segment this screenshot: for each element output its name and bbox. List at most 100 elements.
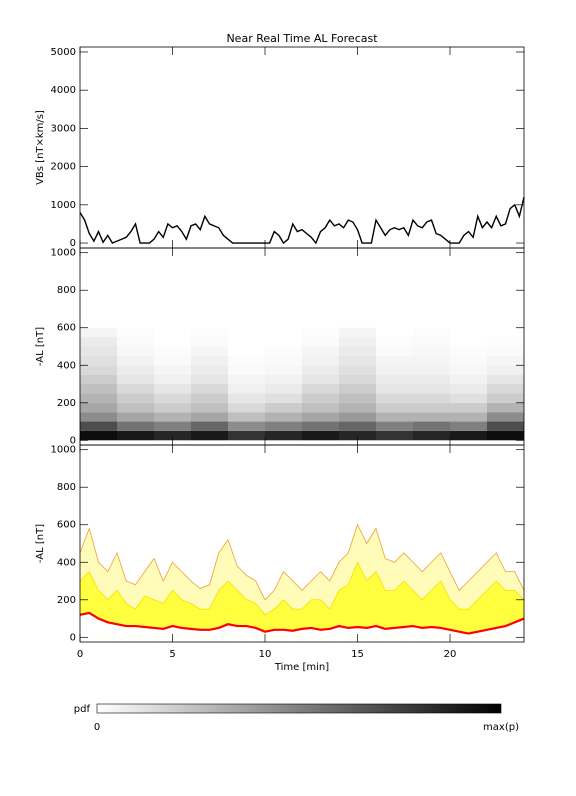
chart-title: Near Real Time AL Forecast bbox=[226, 32, 378, 45]
pdf-cell bbox=[487, 337, 524, 347]
pdf-cell bbox=[228, 337, 265, 347]
pdf-cell bbox=[117, 430, 154, 441]
pdf-cell bbox=[302, 412, 339, 422]
pdf-cell bbox=[376, 374, 413, 385]
pdf-cell bbox=[191, 327, 228, 338]
pdf-cell bbox=[413, 430, 450, 441]
pdf-cell bbox=[265, 393, 302, 403]
pdf-cell bbox=[228, 393, 265, 403]
pdf-cell bbox=[450, 412, 487, 422]
y-tick-label: 2000 bbox=[51, 162, 76, 173]
pdf-cell bbox=[450, 384, 487, 394]
pdf-cell bbox=[228, 384, 265, 394]
pdf-cell bbox=[339, 421, 376, 431]
pdf-cell bbox=[487, 327, 524, 338]
pdf-cell bbox=[228, 365, 265, 375]
pdf-cell bbox=[265, 374, 302, 385]
pdf-cell bbox=[154, 355, 191, 366]
y-tick-label: 5000 bbox=[51, 47, 76, 58]
pdf-cell bbox=[413, 355, 450, 366]
pdf-cell bbox=[117, 327, 154, 338]
pdf-cell bbox=[413, 402, 450, 413]
y-tick-label: 600 bbox=[57, 323, 76, 334]
plot-frame bbox=[79, 444, 525, 643]
band-area bbox=[80, 562, 524, 638]
pdf-cell bbox=[376, 384, 413, 394]
y-tick-label: 1000 bbox=[51, 248, 76, 259]
colorbar-max: max(p) bbox=[483, 722, 519, 733]
pdf-cell bbox=[487, 384, 524, 394]
x-tick-label: 15 bbox=[351, 649, 364, 660]
pdf-cell bbox=[228, 402, 265, 413]
pdf-cell bbox=[191, 337, 228, 347]
pdf-cell bbox=[413, 412, 450, 422]
pdf-cell bbox=[80, 393, 117, 403]
pdf-cell bbox=[487, 355, 524, 366]
pdf-cell bbox=[265, 430, 302, 441]
pdf-cell bbox=[117, 355, 154, 366]
band-line bbox=[79, 523, 525, 601]
pdf-cell bbox=[154, 412, 191, 422]
pdf-cell bbox=[117, 384, 154, 394]
pdf-cell bbox=[376, 337, 413, 347]
colorbar-label: pdf bbox=[74, 704, 91, 715]
pdf-cell bbox=[376, 393, 413, 403]
pdf-cell bbox=[302, 421, 339, 431]
pdf-cell bbox=[487, 346, 524, 356]
pdf-cell bbox=[228, 374, 265, 385]
pdf-cell bbox=[154, 365, 191, 375]
pdf-cell bbox=[191, 365, 228, 375]
pdf-cell bbox=[80, 346, 117, 356]
pdf-cell bbox=[413, 365, 450, 375]
pdf-cell bbox=[450, 421, 487, 431]
pdf-cell bbox=[80, 374, 117, 385]
pdf-cell bbox=[191, 430, 228, 441]
pdf-cell bbox=[302, 430, 339, 441]
pdf-cell bbox=[376, 355, 413, 366]
pdf-cell bbox=[80, 421, 117, 431]
pdf-cell bbox=[413, 421, 450, 431]
pdf-cell bbox=[302, 393, 339, 403]
pdf-cell bbox=[154, 327, 191, 338]
pdf-cell bbox=[339, 365, 376, 375]
pdf-cell bbox=[302, 365, 339, 375]
y-tick-label: 4000 bbox=[51, 85, 76, 96]
pdf-cell bbox=[154, 337, 191, 347]
pdf-cell bbox=[450, 346, 487, 356]
pdf-cell bbox=[154, 384, 191, 394]
y-tick-label: 0 bbox=[70, 435, 76, 446]
pdf-cell bbox=[376, 412, 413, 422]
pdf-cell bbox=[154, 346, 191, 356]
pdf-cell bbox=[450, 327, 487, 338]
pdf-cell bbox=[228, 421, 265, 431]
pdf-cell bbox=[302, 346, 339, 356]
pdf-cell bbox=[450, 393, 487, 403]
pdf-cell bbox=[154, 393, 191, 403]
band-area bbox=[80, 612, 524, 638]
pdf-cell bbox=[117, 346, 154, 356]
pdf-cell bbox=[191, 346, 228, 356]
pdf-cell bbox=[339, 346, 376, 356]
pdf-cell bbox=[191, 421, 228, 431]
pdf-cell bbox=[191, 384, 228, 394]
pdf-cell bbox=[154, 421, 191, 431]
y-tick-label: 1000 bbox=[51, 200, 76, 211]
y-tick-label: 200 bbox=[57, 595, 76, 606]
y-tick-label: 400 bbox=[57, 360, 76, 371]
pdf-cell bbox=[265, 412, 302, 422]
pdf-cell bbox=[339, 412, 376, 422]
pdf-cell bbox=[117, 412, 154, 422]
pdf-cell bbox=[487, 412, 524, 422]
pdf-cell bbox=[413, 384, 450, 394]
pdf-cell bbox=[339, 393, 376, 403]
pdf-cell bbox=[117, 421, 154, 431]
y-tick-label: 200 bbox=[57, 398, 76, 409]
x-tick-label: 10 bbox=[259, 649, 272, 660]
pdf-cell bbox=[413, 337, 450, 347]
pdf-cell bbox=[487, 402, 524, 413]
pdf-cell bbox=[117, 365, 154, 375]
pdf-cell bbox=[80, 365, 117, 375]
y-tick-label: 1000 bbox=[51, 445, 76, 456]
pdf-cell bbox=[413, 346, 450, 356]
